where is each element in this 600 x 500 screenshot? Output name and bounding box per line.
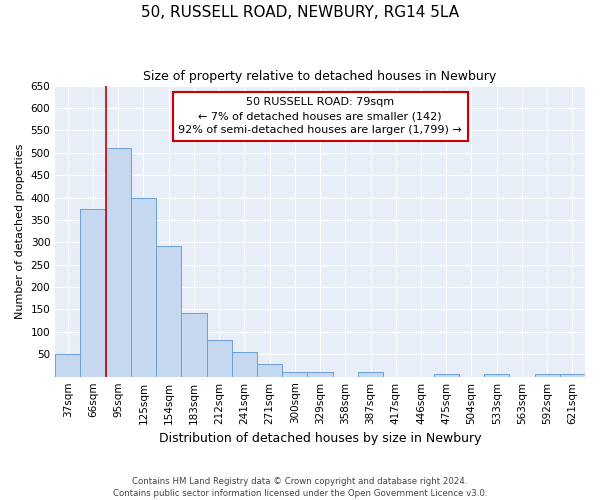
Y-axis label: Number of detached properties: Number of detached properties [15, 144, 25, 319]
Bar [156, 246, 181, 376]
Bar [206, 340, 232, 376]
Bar [484, 374, 509, 376]
Bar [257, 364, 282, 376]
Bar [131, 198, 156, 376]
Bar [80, 208, 106, 376]
X-axis label: Distribution of detached houses by size in Newbury: Distribution of detached houses by size … [159, 432, 481, 445]
Bar [106, 148, 131, 376]
Bar [307, 372, 332, 376]
Title: Size of property relative to detached houses in Newbury: Size of property relative to detached ho… [143, 70, 497, 83]
Bar [560, 374, 585, 376]
Bar [232, 352, 257, 376]
Bar [434, 374, 459, 376]
Bar [55, 354, 80, 376]
Text: 50, RUSSELL ROAD, NEWBURY, RG14 5LA: 50, RUSSELL ROAD, NEWBURY, RG14 5LA [141, 5, 459, 20]
Bar [181, 312, 206, 376]
Text: 50 RUSSELL ROAD: 79sqm
← 7% of detached houses are smaller (142)
92% of semi-det: 50 RUSSELL ROAD: 79sqm ← 7% of detached … [178, 97, 462, 135]
Bar [535, 374, 560, 376]
Bar [282, 372, 307, 376]
Text: Contains HM Land Registry data © Crown copyright and database right 2024.
Contai: Contains HM Land Registry data © Crown c… [113, 476, 487, 498]
Bar [358, 372, 383, 376]
